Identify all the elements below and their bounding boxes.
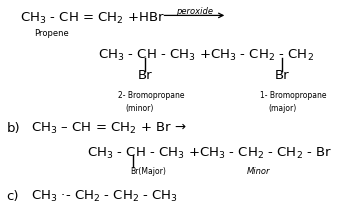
Text: Propene: Propene: [34, 29, 69, 38]
Text: peroxide: peroxide: [176, 7, 213, 16]
Text: CH$_3$ ·- CH$_2$ - CH$_2$ - CH$_3$: CH$_3$ ·- CH$_2$ - CH$_2$ - CH$_3$: [31, 189, 178, 204]
Text: 2- Bromopropane: 2- Bromopropane: [118, 91, 185, 100]
Text: (minor): (minor): [125, 104, 153, 113]
Text: c): c): [6, 190, 19, 203]
Text: Br: Br: [274, 69, 289, 82]
Text: Minor: Minor: [247, 167, 270, 176]
Text: b): b): [6, 122, 20, 135]
Text: (major): (major): [269, 104, 297, 113]
Text: CH$_3$ - CH - CH$_3$ +CH$_3$ - CH$_2$ - CH$_2$ - Br: CH$_3$ - CH - CH$_3$ +CH$_3$ - CH$_2$ - …: [87, 146, 332, 160]
Text: CH$_3$ - CH - CH$_3$ +CH$_3$ - CH$_2$ - CH$_2$: CH$_3$ - CH - CH$_3$ +CH$_3$ - CH$_2$ - …: [98, 48, 313, 63]
Text: 1- Bromopropane: 1- Bromopropane: [260, 91, 327, 100]
Text: CH$_3$ - CH = CH$_2$ +HBr: CH$_3$ - CH = CH$_2$ +HBr: [20, 11, 165, 26]
Text: Br: Br: [138, 69, 152, 82]
Text: CH$_3$ – CH = CH$_2$ + Br →: CH$_3$ – CH = CH$_2$ + Br →: [31, 121, 187, 136]
Text: Br(Major): Br(Major): [131, 167, 166, 176]
